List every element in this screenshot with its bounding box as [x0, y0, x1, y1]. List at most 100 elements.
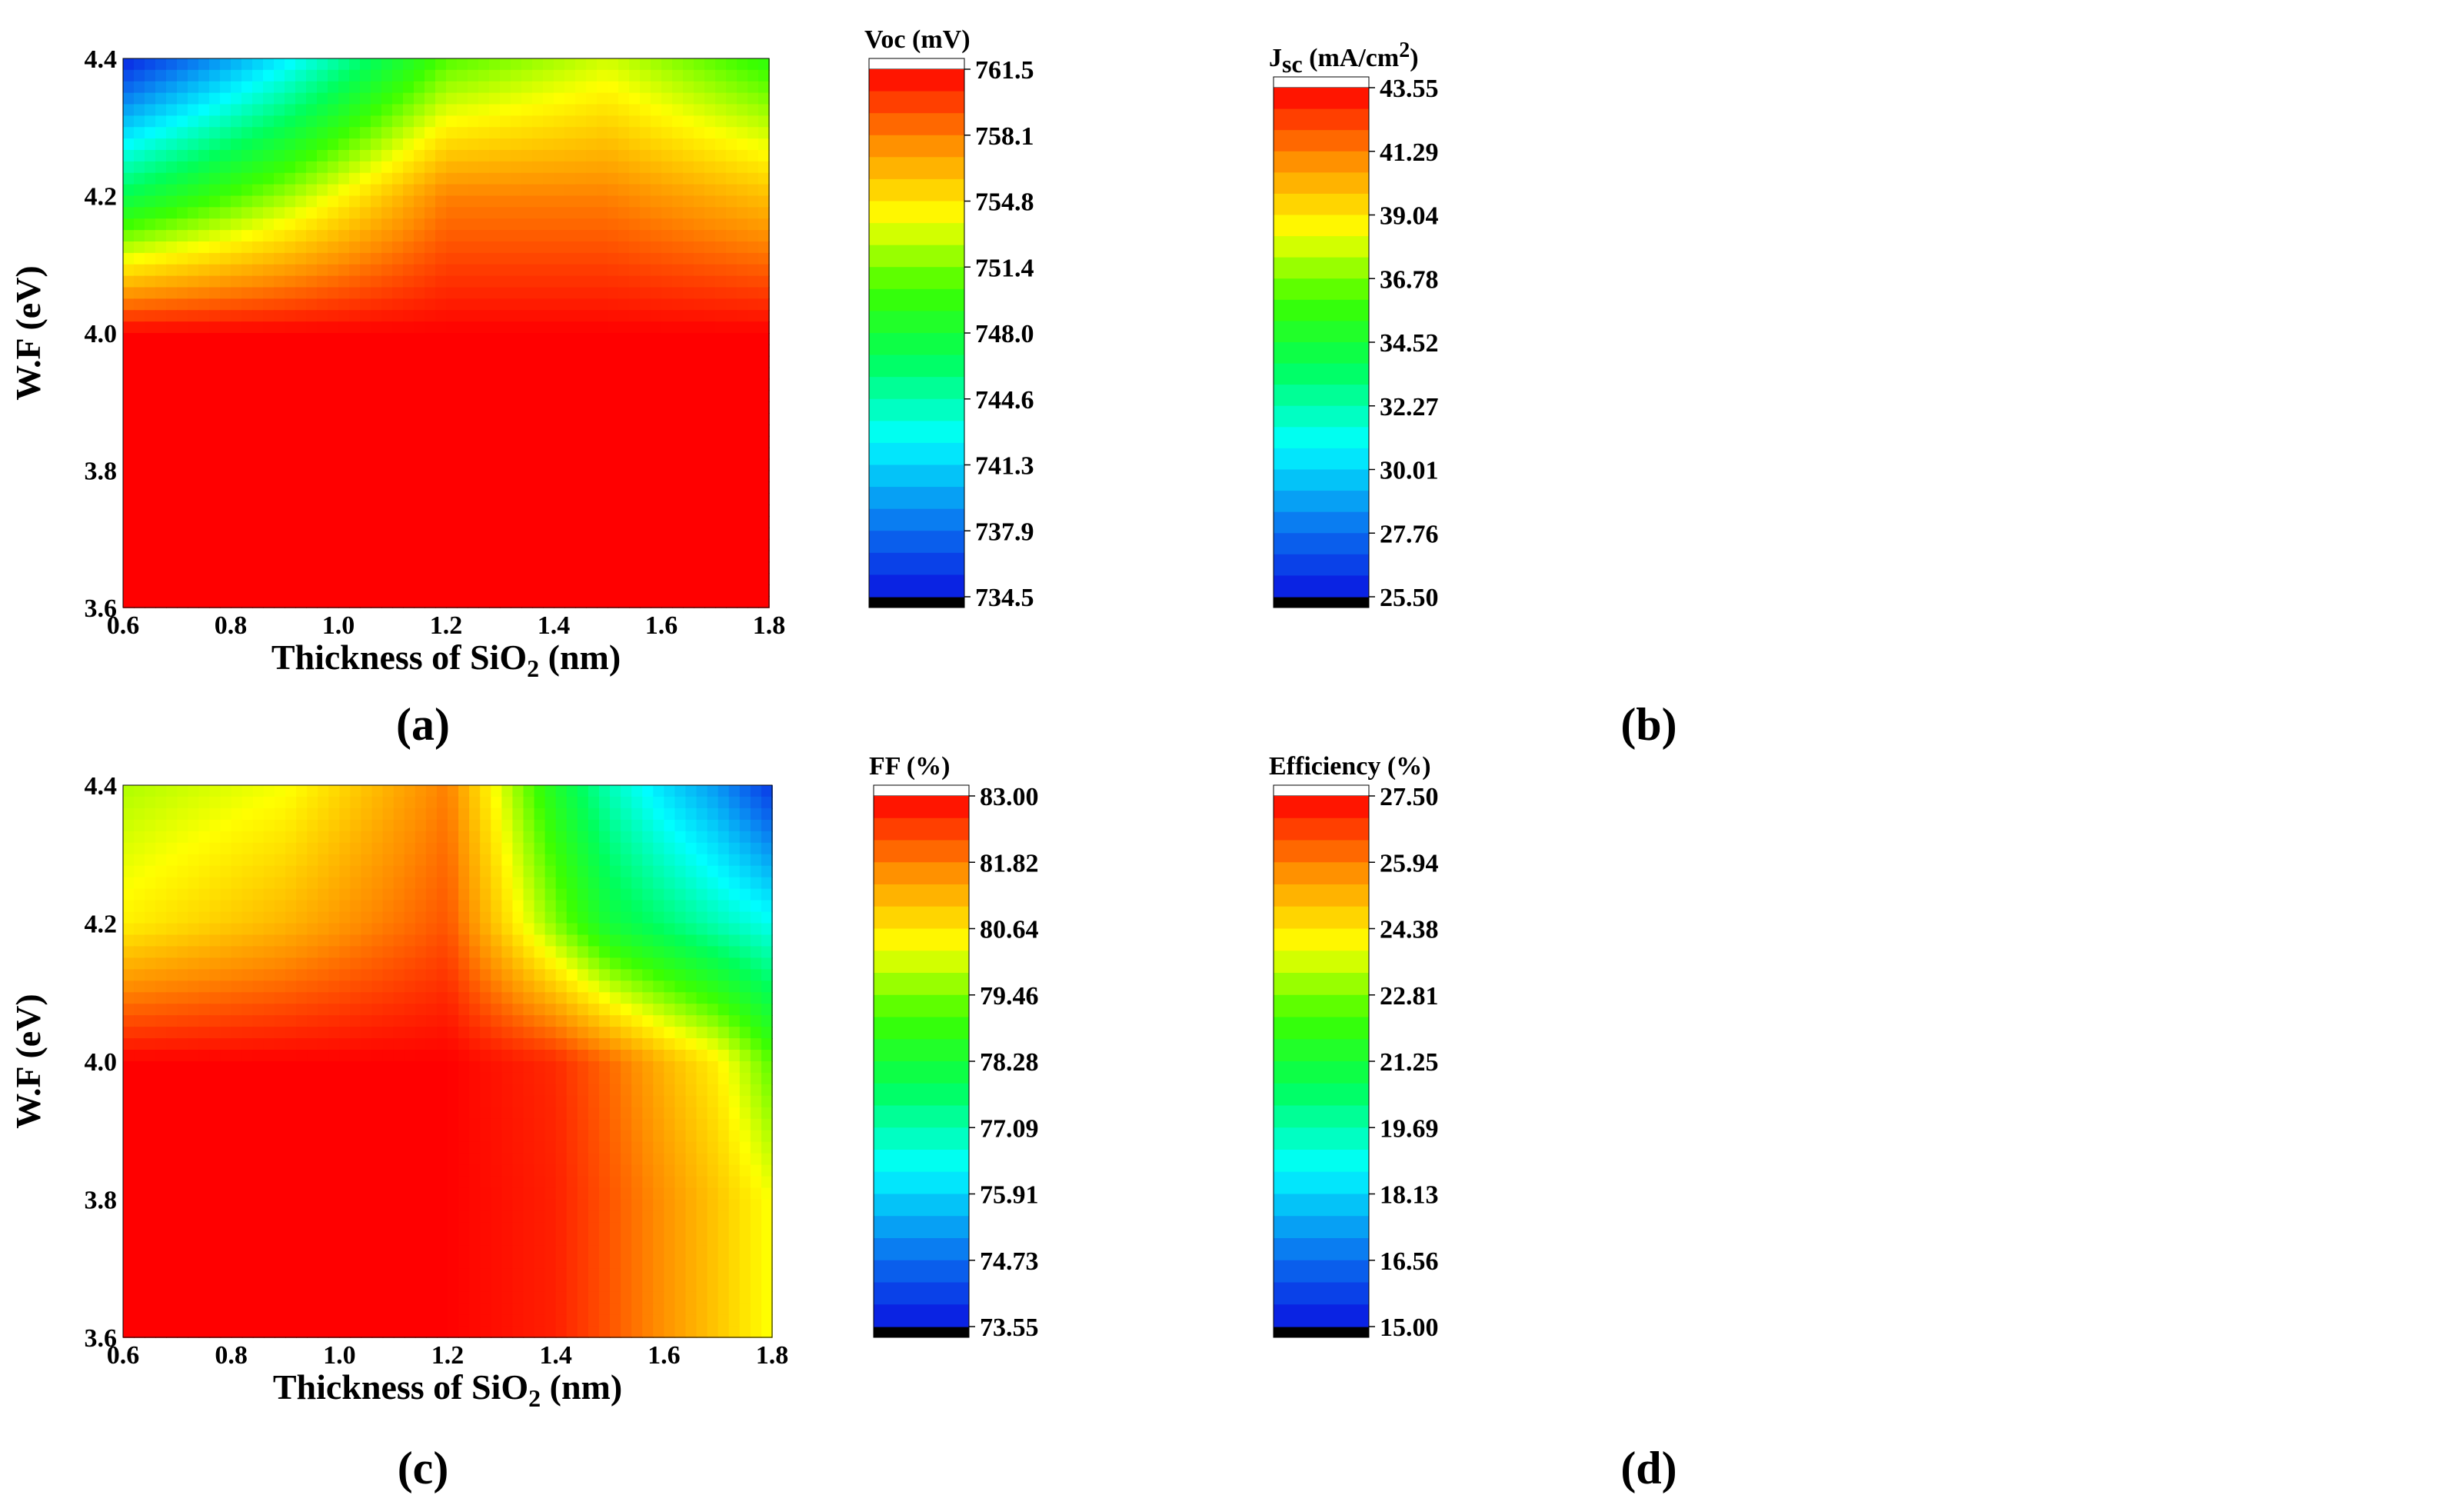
heatmap-cell: [425, 207, 436, 219]
heatmap-cell: [468, 150, 479, 162]
heatmap-cell: [683, 401, 694, 414]
heatmap-cell: [564, 150, 576, 162]
heatmap-cell: [672, 413, 684, 425]
heatmap-cell: [220, 115, 231, 128]
heatmap-cell: [155, 161, 167, 174]
heatmap-cell: [564, 390, 576, 402]
heatmap-cell: [360, 127, 371, 139]
heatmap-cell: [683, 551, 694, 563]
heatmap-cell: [220, 138, 231, 151]
heatmap-cell: [748, 436, 759, 448]
heatmap-cell: [425, 481, 436, 494]
heatmap-cell: [672, 436, 684, 448]
heatmap-cell: [500, 82, 511, 94]
heatmap-cell: [155, 413, 167, 425]
heatmap-cell: [748, 310, 759, 322]
heatmap-cell: [554, 596, 565, 608]
heatmap-cell: [198, 493, 210, 505]
heatmap-cell: [188, 185, 199, 197]
heatmap-cell: [640, 93, 651, 105]
heatmap-cell: [704, 150, 716, 162]
heatmap-cell: [748, 551, 759, 563]
heatmap-cell: [198, 185, 210, 197]
heatmap-cell: [349, 230, 361, 242]
heatmap-cell: [694, 241, 705, 254]
heatmap-cell: [241, 127, 253, 139]
heatmap-cell: [586, 448, 598, 460]
heatmap-cell: [328, 218, 339, 231]
heatmap-cell: [252, 539, 264, 551]
heatmap-cell: [532, 448, 544, 460]
heatmap-cell: [468, 573, 479, 585]
heatmap-cell: [511, 298, 522, 311]
heatmap-cell: [145, 321, 156, 334]
heatmap-cell: [586, 390, 598, 402]
heatmap-cell: [554, 115, 565, 128]
heatmap-cell: [435, 528, 447, 540]
heatmap-cell: [220, 379, 231, 391]
heatmap-cell: [748, 504, 759, 517]
heatmap-cell: [457, 196, 468, 208]
heatmap-cell: [640, 321, 651, 334]
heatmap-cell: [748, 459, 759, 471]
heatmap-cell: [241, 298, 253, 311]
heatmap-cell: [661, 173, 673, 185]
heatmap-cell: [564, 516, 576, 528]
heatmap-cell: [155, 528, 167, 540]
heatmap-cell: [672, 218, 684, 231]
heatmap-cell: [683, 298, 694, 311]
heatmap-cell: [683, 356, 694, 368]
heatmap-cell: [145, 218, 156, 231]
heatmap-cell: [726, 138, 738, 151]
heatmap-cell: [263, 276, 275, 288]
heatmap-cell: [726, 356, 738, 368]
heatmap-cell: [511, 265, 522, 277]
heatmap-cell: [371, 127, 382, 139]
colorbar-top-cap: [869, 58, 964, 69]
heatmap-cell: [231, 207, 242, 219]
heatmap-cell: [155, 218, 167, 231]
heatmap-cell: [177, 82, 188, 94]
heatmap-cell: [177, 265, 188, 277]
heatmap-cell: [123, 82, 135, 94]
heatmap-cell: [241, 368, 253, 380]
heatmap-cell: [500, 218, 511, 231]
heatmap-cell: [306, 481, 318, 494]
heatmap-cell: [231, 127, 242, 139]
heatmap-cell: [618, 58, 630, 71]
heatmap-cell: [726, 173, 738, 185]
heatmap-cell: [209, 185, 221, 197]
heatmap-cell: [521, 185, 533, 197]
heatmap-cell: [338, 596, 350, 608]
heatmap-cell: [392, 481, 404, 494]
heatmap-cell: [177, 425, 188, 437]
heatmap-cell: [532, 584, 544, 597]
heatmap-cell: [489, 471, 501, 483]
heatmap-cell: [715, 333, 727, 345]
heatmap-cell: [198, 504, 210, 517]
colorbar-tick-label: 751.4: [975, 254, 1034, 282]
heatmap-cell: [575, 425, 587, 437]
heatmap-cell: [198, 207, 210, 219]
heatmap-cell: [360, 539, 371, 551]
heatmap-cell: [651, 345, 662, 357]
colorbar-tick-label: 737.9: [975, 518, 1034, 546]
heatmap-cell: [145, 310, 156, 322]
heatmap-cell: [704, 436, 716, 448]
heatmap-cell: [478, 218, 490, 231]
heatmap-cell: [489, 481, 501, 494]
heatmap-cell: [414, 551, 425, 563]
heatmap-cell: [134, 105, 145, 117]
heatmap-cell: [381, 321, 393, 334]
heatmap-cell: [166, 310, 178, 322]
heatmap-cell: [532, 390, 544, 402]
heatmap-cell: [381, 127, 393, 139]
heatmap-cell: [349, 82, 361, 94]
heatmap-cell: [338, 196, 350, 208]
heatmap-cell: [521, 345, 533, 357]
heatmap-cell: [758, 253, 770, 265]
heatmap-cell: [672, 551, 684, 563]
heatmap-cell: [188, 93, 199, 105]
heatmap-cell: [155, 241, 167, 254]
heatmap-cell: [209, 230, 221, 242]
